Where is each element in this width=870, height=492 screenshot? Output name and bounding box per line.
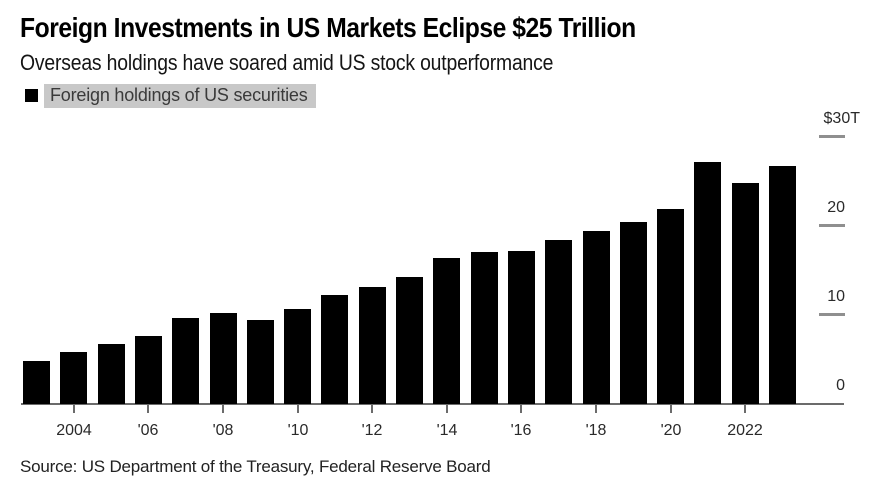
x-axis-label-2010: '10 xyxy=(287,422,309,439)
source-line: Source: US Department of the Treasury, F… xyxy=(20,457,491,476)
bar-2009 xyxy=(247,320,274,404)
bar-2006 xyxy=(135,336,162,404)
bar-2005 xyxy=(98,344,125,404)
x-axis-label-2004: 2004 xyxy=(56,422,92,439)
bar-2014 xyxy=(433,258,460,404)
bar-2021 xyxy=(694,162,721,404)
bar-2012 xyxy=(359,287,386,404)
bar-2011 xyxy=(321,295,348,404)
bar-2019 xyxy=(620,222,647,404)
bar-2004 xyxy=(60,352,87,404)
bar-2010 xyxy=(284,309,311,404)
page-title: Foreign Investments in US Markets Eclips… xyxy=(20,12,636,43)
y-tick-10 xyxy=(819,313,845,316)
x-axis-label-2012: '12 xyxy=(361,422,383,439)
x-tick-2016 xyxy=(520,404,522,413)
y-tick-30 xyxy=(819,135,845,138)
chart-subtitle: Overseas holdings have soared amid US st… xyxy=(20,50,554,75)
x-axis-label-2014: '14 xyxy=(436,422,458,439)
x-tick-2018 xyxy=(595,404,597,413)
legend-series-label: Foreign holdings of US securities xyxy=(44,83,316,108)
x-axis-label-2006: '06 xyxy=(137,422,159,439)
x-tick-2014 xyxy=(446,404,448,413)
x-tick-2008 xyxy=(222,404,224,413)
legend-swatch-icon xyxy=(25,89,38,102)
bar-2007 xyxy=(172,318,199,404)
x-tick-2012 xyxy=(371,404,373,413)
bar-2003 xyxy=(23,361,50,404)
y-axis-label-10: 10 xyxy=(827,288,845,305)
x-axis-label-2022: 2022 xyxy=(727,422,763,439)
bar-2013 xyxy=(396,277,423,404)
bar-2023 xyxy=(769,166,796,404)
x-axis-baseline xyxy=(21,403,844,405)
x-axis-label-2020: '20 xyxy=(660,422,682,439)
bar-2018 xyxy=(583,231,610,404)
x-axis-label-2016: '16 xyxy=(510,422,532,439)
y-axis-label-0: 0 xyxy=(836,377,845,394)
x-tick-2020 xyxy=(670,404,672,413)
x-tick-2010 xyxy=(297,404,299,413)
x-tick-2004 xyxy=(73,404,75,413)
y-axis-label-30: $30T xyxy=(823,110,860,127)
x-tick-2006 xyxy=(147,404,149,413)
bar-2017 xyxy=(545,240,572,404)
x-axis-label-2008: '08 xyxy=(212,422,234,439)
x-tick-2022 xyxy=(744,404,746,413)
bar-2015 xyxy=(471,252,498,404)
bar-2022 xyxy=(732,183,759,404)
bar-2008 xyxy=(210,313,237,404)
x-axis-label-2018: '18 xyxy=(585,422,607,439)
legend: Foreign holdings of US securities xyxy=(25,83,316,108)
y-axis-label-20: 20 xyxy=(827,199,845,216)
bar-2016 xyxy=(508,251,535,404)
y-tick-20 xyxy=(819,224,845,227)
bar-2020 xyxy=(657,209,684,404)
